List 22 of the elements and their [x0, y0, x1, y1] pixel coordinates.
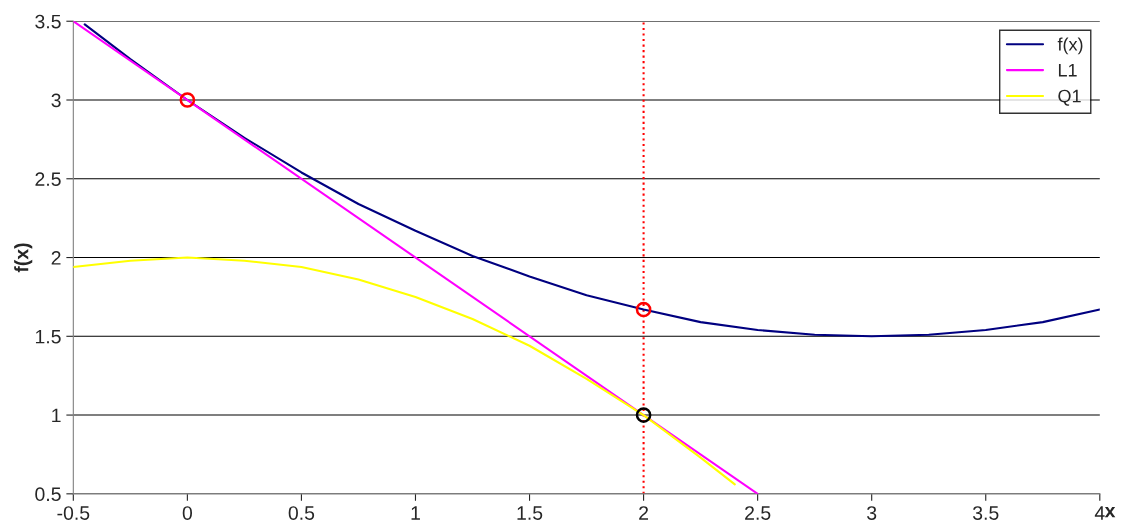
- x-tick-label: 3.5: [972, 506, 999, 520]
- y-axis-title: f(x): [14, 243, 33, 273]
- x-tick-label: 4: [1094, 506, 1105, 520]
- y-tick-label: 0.5: [35, 487, 61, 502]
- x-tick-label: 2: [639, 506, 649, 520]
- x-tick-label: 1.5: [517, 506, 543, 520]
- y-tick-label: 1.5: [35, 329, 61, 344]
- legend-label: Q1: [1058, 89, 1081, 106]
- x-axis-title: x: [1104, 507, 1116, 518]
- y-tick-label: 2.5: [35, 172, 61, 187]
- legend-label: L1: [1058, 64, 1077, 77]
- x-tick-label: 0: [182, 506, 193, 520]
- x-tick-label: 2.5: [745, 506, 771, 520]
- y-tick-label: 3.5: [35, 14, 61, 29]
- y-tick-label: 3: [51, 93, 61, 108]
- x-tick-label: 1: [411, 506, 420, 520]
- x-tick-label: 0.5: [288, 506, 315, 520]
- x-tick-label: -0.5: [57, 506, 90, 520]
- legend-label: f(x): [1057, 37, 1083, 55]
- x-tick-label: 3: [867, 506, 877, 520]
- y-tick-label: 2: [51, 251, 61, 265]
- y-tick-label: 1: [52, 408, 61, 423]
